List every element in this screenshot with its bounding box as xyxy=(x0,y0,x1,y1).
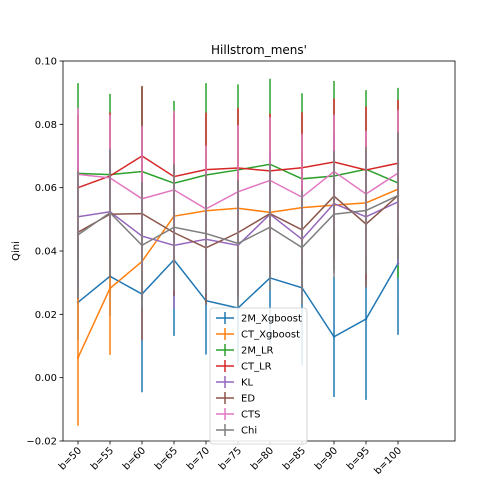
data-point xyxy=(204,232,208,235)
data-point xyxy=(108,211,112,214)
legend-label: CT_Xgboost xyxy=(241,330,300,341)
y-tick-label: 0.06 xyxy=(35,183,57,194)
y-tick-label: 0.08 xyxy=(35,120,57,131)
y-tick-label: 0.10 xyxy=(35,57,57,68)
legend-label: Chi xyxy=(241,426,257,437)
data-point xyxy=(108,287,112,290)
legend-item: CTS xyxy=(216,408,260,421)
data-point xyxy=(364,317,368,321)
data-point xyxy=(396,194,400,197)
legend-label: CTS xyxy=(241,410,260,421)
legend-item: KL xyxy=(216,376,254,389)
legend-item: 2M_Xgboost xyxy=(216,312,302,325)
series-Chi xyxy=(76,132,400,309)
y-tick-label: 0.00 xyxy=(35,373,57,384)
data-point xyxy=(172,226,176,229)
data-point xyxy=(364,209,368,212)
data-point xyxy=(268,226,272,229)
legend-label: 2M_Xgboost xyxy=(241,314,302,325)
legend-item: CT_LR xyxy=(216,360,272,373)
data-point xyxy=(332,213,336,216)
legend-label: CT_LR xyxy=(241,362,272,373)
legend-label: ED xyxy=(241,394,255,405)
y-tick-label: 0.04 xyxy=(35,247,57,258)
y-tick-label: 0.02 xyxy=(35,310,57,321)
legend-item: CT_Xgboost xyxy=(216,328,300,341)
legend-label: KL xyxy=(241,378,254,389)
data-point xyxy=(76,233,80,237)
chart-title: Hillstrom_mens' xyxy=(211,43,307,57)
data-point xyxy=(332,335,336,339)
legend-box xyxy=(209,307,308,445)
y-axis-label: Qini xyxy=(11,241,22,261)
legend-item: 2M_LR xyxy=(216,344,274,357)
legend-item: ED xyxy=(216,392,255,405)
data-point xyxy=(76,356,80,359)
legend: 2M_Xgboost CT_Xgboost 2M_LR CT_LR KL ED CTS Chi xyxy=(209,307,308,445)
data-point xyxy=(140,244,144,247)
y-tick-label: −0.02 xyxy=(26,437,57,448)
legend-item: Chi xyxy=(216,424,257,437)
legend-label: 2M_LR xyxy=(241,346,274,357)
data-point xyxy=(300,246,304,249)
data-point xyxy=(236,242,240,245)
